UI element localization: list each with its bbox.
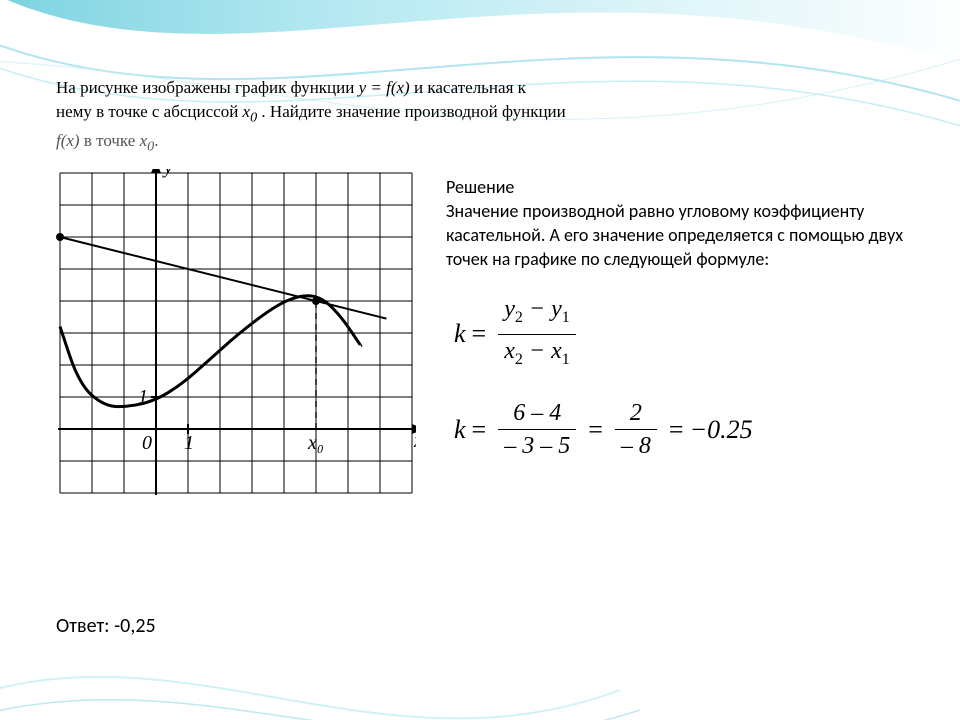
solution-column: Решение Значение производной равно углов… [446,169,904,504]
x1-sub: 1 [562,350,570,367]
y-eq-fx: y = f(x) [359,78,410,97]
y2-sub: 2 [515,309,523,326]
answer-label: Ответ: [56,614,114,638]
problem-text-1: На рисунке изображены график функции [56,78,359,97]
function-graph: y x 0 1 1 x₀ [56,169,416,504]
y1-sub: 1 [562,309,570,326]
svg-text:y: y [162,169,173,178]
result: −0.25 [690,415,753,445]
x1: x [551,338,562,364]
x2: x [504,338,515,364]
k-var-2: k [454,415,466,445]
svg-text:x: x [413,430,416,452]
num1: 6 – 4 [507,397,567,429]
problem-text-2b: . Найдите значение производной функции [261,102,565,121]
solution-heading: Решение [446,175,904,199]
formula-numeric: k = 6 – 4 – 3 – 5 = 2 – 8 = −0.25 [454,397,904,462]
problem-statement: На рисунке изображены график функции y =… [56,76,904,159]
svg-text:x₀: x₀ [307,432,324,454]
problem-dot: . [154,131,158,150]
slide-content: На рисунке изображены график функции y =… [56,76,904,504]
svg-text:0: 0 [142,432,152,454]
formula-general: k = y2 − y1 x2 − x1 [454,293,904,376]
x0-sym-2: x [140,131,148,150]
svg-text:1: 1 [138,386,148,408]
answer-value: -0,25 [114,614,156,638]
svg-text:1: 1 [184,432,194,454]
den2: – 8 [615,430,657,462]
minus-1: − [529,296,545,322]
fx-sym: f(x) [56,131,80,150]
problem-text-2a: нему в точке с абсциссой [56,102,243,121]
minus-2: − [529,338,545,364]
x0-sym: x [243,102,251,121]
y1: y [551,296,562,322]
x2-sub: 2 [515,350,523,367]
problem-text-1b: и касательная к [414,78,526,97]
answer-line: Ответ: -0,25 [56,614,156,638]
y2: y [504,296,515,322]
problem-text-3a: в точке [84,131,140,150]
num2: 2 [624,397,648,429]
x0-sub: 0 [250,109,257,125]
den1: – 3 – 5 [498,430,576,462]
solution-text: Значение производной равно угловому коэф… [446,199,904,271]
k-var: k [454,319,466,349]
